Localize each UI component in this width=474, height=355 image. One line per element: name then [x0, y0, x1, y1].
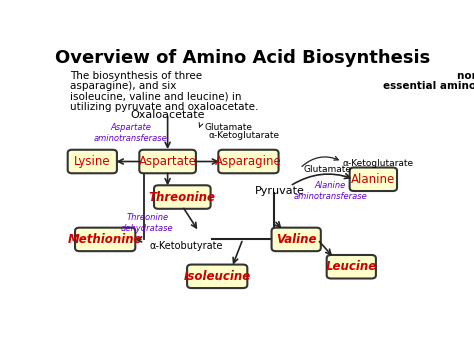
Text: Pyruvate: Pyruvate — [255, 186, 305, 196]
Text: The biosynthesis of three: The biosynthesis of three — [70, 71, 206, 81]
Text: Overview of Amino Acid Biosynthesis: Overview of Amino Acid Biosynthesis — [55, 49, 430, 67]
Text: utilizing pyruvate and oxaloacetate.: utilizing pyruvate and oxaloacetate. — [70, 102, 259, 112]
Text: Oxaloacetate: Oxaloacetate — [130, 110, 205, 120]
FancyBboxPatch shape — [350, 168, 397, 191]
Text: Asparagine: Asparagine — [215, 155, 282, 168]
Text: Alanine
aminotransferase: Alanine aminotransferase — [293, 181, 367, 201]
Text: Isoleucine: Isoleucine — [183, 270, 251, 283]
Text: Lysine: Lysine — [74, 155, 110, 168]
Text: Methionine: Methionine — [68, 233, 143, 246]
Text: Glutamate: Glutamate — [204, 123, 252, 132]
Text: Glutamate: Glutamate — [303, 165, 352, 174]
Text: Threonine
dehydratase: Threonine dehydratase — [121, 213, 174, 233]
Text: Valine: Valine — [276, 233, 317, 246]
Text: Leucine: Leucine — [326, 260, 377, 273]
FancyBboxPatch shape — [327, 255, 376, 279]
FancyBboxPatch shape — [75, 228, 135, 251]
Text: α-Ketoglutarate: α-Ketoglutarate — [208, 131, 279, 141]
FancyBboxPatch shape — [219, 150, 279, 173]
FancyBboxPatch shape — [187, 264, 247, 288]
Text: isoleucine, valine and leucine) in: isoleucine, valine and leucine) in — [70, 92, 245, 102]
Text: essential amino acids: essential amino acids — [383, 81, 474, 92]
Text: Alanine: Alanine — [351, 173, 395, 186]
Text: α-Ketobutyrate: α-Ketobutyrate — [149, 241, 223, 251]
Text: Aspartate
aminotransferase: Aspartate aminotransferase — [94, 123, 168, 143]
FancyBboxPatch shape — [68, 150, 117, 173]
FancyBboxPatch shape — [154, 185, 210, 209]
Text: Threonine: Threonine — [149, 191, 216, 203]
Text: Aspartate: Aspartate — [139, 155, 197, 168]
FancyBboxPatch shape — [272, 228, 321, 251]
Text: nonessential amino acids: nonessential amino acids — [457, 71, 474, 81]
FancyBboxPatch shape — [139, 150, 196, 173]
Text: α-Ketoglutarate: α-Ketoglutarate — [342, 159, 413, 168]
Text: asparagine), and six: asparagine), and six — [70, 81, 180, 92]
